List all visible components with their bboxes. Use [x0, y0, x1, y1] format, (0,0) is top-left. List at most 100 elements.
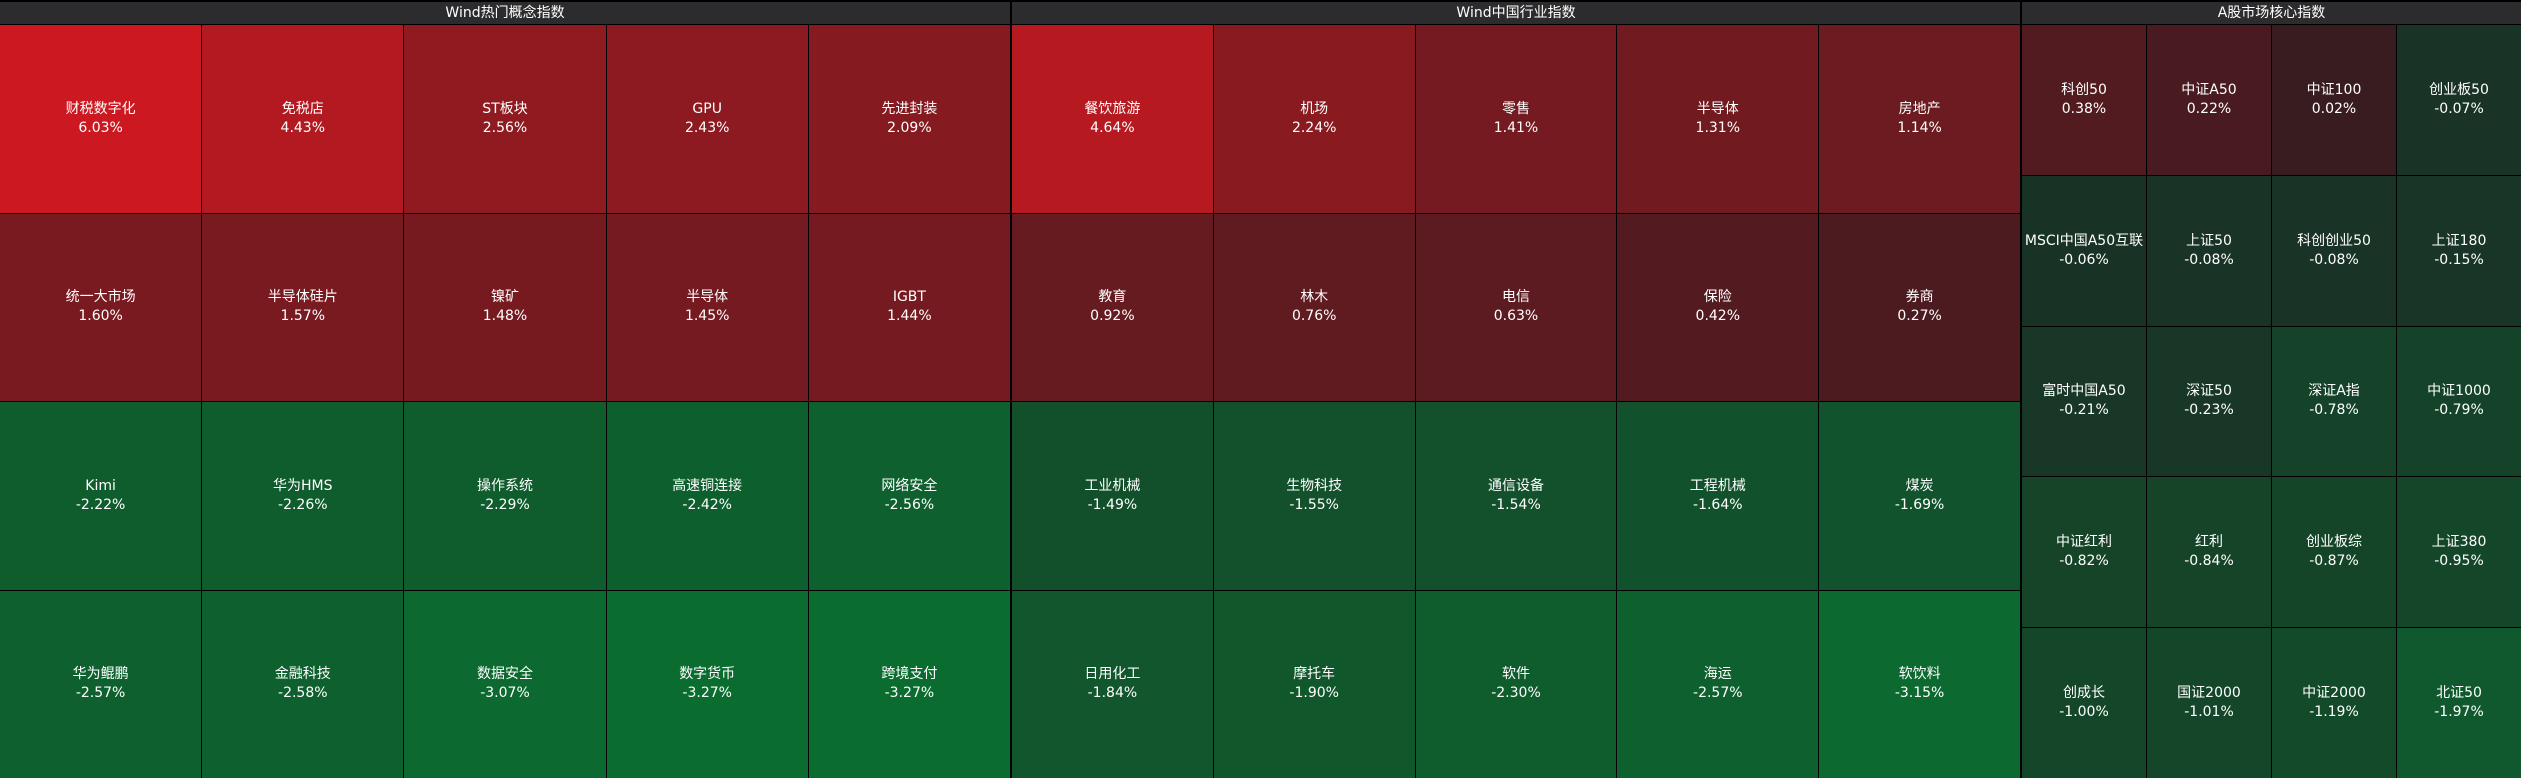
- heat-cell[interactable]: ST板块 2.56%: [404, 25, 606, 213]
- heat-cell[interactable]: Kimi -2.22%: [0, 402, 202, 590]
- cell-name: 煤炭: [1905, 477, 1934, 494]
- cell-name: MSCI中国A50互联: [2024, 232, 2144, 249]
- cell-change: -0.06%: [2059, 251, 2109, 268]
- heat-cell[interactable]: 生物科技 -1.55%: [1213, 402, 1415, 590]
- cell-change: -0.79%: [2434, 402, 2484, 419]
- heat-cell[interactable]: 操作系统 -2.29%: [404, 402, 606, 590]
- cell-name: 华为鲲鹏: [72, 666, 129, 683]
- heat-cell[interactable]: 镍矿 1.48%: [404, 213, 606, 401]
- heat-cell[interactable]: 统一大市场 1.60%: [0, 213, 202, 401]
- cell-change: -1.54%: [1491, 496, 1541, 513]
- cell-change: -1.01%: [2184, 704, 2234, 721]
- heat-cell[interactable]: 零售 1.41%: [1415, 25, 1617, 213]
- heat-cell[interactable]: 深证A指 -0.78%: [2272, 326, 2396, 477]
- cell-name: 先进封装: [881, 100, 938, 117]
- cell-change: 2.24%: [1291, 119, 1337, 136]
- heat-cell[interactable]: 海运 -2.57%: [1617, 590, 1819, 778]
- heat-cell[interactable]: 红利 -0.84%: [2147, 477, 2271, 628]
- heat-cell[interactable]: 上证380 -0.95%: [2397, 477, 2521, 628]
- heat-cell[interactable]: 房地产 1.14%: [1819, 25, 2020, 213]
- heat-cell[interactable]: 通信设备 -1.54%: [1415, 402, 1617, 590]
- cell-name: 深证50: [2186, 383, 2232, 400]
- heat-cell[interactable]: 免税店 4.43%: [202, 25, 404, 213]
- heat-cell[interactable]: 保险 0.42%: [1617, 213, 1819, 401]
- cell-name: 券商: [1905, 289, 1934, 306]
- heat-cell[interactable]: 创业板50 -0.07%: [2397, 25, 2521, 175]
- cell-name: 上证180: [2431, 232, 2487, 249]
- heat-cell[interactable]: 上证180 -0.15%: [2397, 175, 2521, 326]
- heat-cell[interactable]: 北证50 -1.97%: [2397, 628, 2521, 778]
- heat-cell[interactable]: 中证1000 -0.79%: [2397, 326, 2521, 477]
- cell-name: 跨境支付: [881, 666, 938, 683]
- heat-cell[interactable]: 国证2000 -1.01%: [2147, 628, 2271, 778]
- heat-cell[interactable]: 创成长 -1.00%: [2022, 628, 2146, 778]
- heat-cell[interactable]: 创业板综 -0.87%: [2272, 477, 2396, 628]
- cell-change: 6.03%: [78, 119, 123, 136]
- cell-name: 中证100: [2306, 81, 2362, 98]
- cell-name: IGBT: [892, 289, 926, 306]
- heat-cell[interactable]: IGBT 1.44%: [808, 213, 1010, 401]
- heat-cell[interactable]: 金融科技 -2.58%: [202, 590, 404, 778]
- cell-change: -3.07%: [480, 685, 530, 702]
- cell-name: 林木: [1300, 289, 1329, 306]
- heat-cell[interactable]: 数据安全 -3.07%: [404, 590, 606, 778]
- heat-cell[interactable]: 科创50 0.38%: [2022, 25, 2146, 175]
- heat-cell[interactable]: 半导体 1.31%: [1617, 25, 1819, 213]
- cell-name: Kimi: [85, 477, 116, 494]
- heat-cell[interactable]: 中证红利 -0.82%: [2022, 477, 2146, 628]
- heat-cell[interactable]: 日用化工 -1.84%: [1012, 590, 1213, 778]
- heat-cell[interactable]: 机场 2.24%: [1213, 25, 1415, 213]
- heat-cell[interactable]: 教育 0.92%: [1012, 213, 1213, 401]
- heat-cell[interactable]: 中证100 0.02%: [2272, 25, 2396, 175]
- cell-change: -0.08%: [2184, 251, 2234, 268]
- cell-name: 中证A50: [2181, 81, 2237, 98]
- heat-cell[interactable]: 电信 0.63%: [1415, 213, 1617, 401]
- heat-cell[interactable]: 数字货币 -3.27%: [606, 590, 808, 778]
- heat-cell[interactable]: 工程机械 -1.64%: [1617, 402, 1819, 590]
- cell-name: 金融科技: [274, 666, 331, 683]
- cell-name: 富时中国A50: [2042, 383, 2126, 400]
- heat-cell[interactable]: 科创创业50 -0.08%: [2272, 175, 2396, 326]
- heat-cell[interactable]: 摩托车 -1.90%: [1213, 590, 1415, 778]
- cell-name: 工程机械: [1689, 477, 1746, 494]
- heat-cell[interactable]: 中证2000 -1.19%: [2272, 628, 2396, 778]
- heat-cell[interactable]: 软饮料 -3.15%: [1819, 590, 2020, 778]
- panel: A股市场核心指数 科创50 0.38% 中证A50 0.22% 中证100 0.02% 创业板…: [2022, 2, 2521, 778]
- cell-change: -3.15%: [1894, 685, 1945, 702]
- cell-name: 统一大市场: [65, 289, 136, 306]
- heat-cell[interactable]: 高速铜连接 -2.42%: [606, 402, 808, 590]
- heat-cell[interactable]: 网络安全 -2.56%: [808, 402, 1010, 590]
- cell-change: -0.84%: [2184, 553, 2234, 570]
- heat-cell[interactable]: 上证50 -0.08%: [2147, 175, 2271, 326]
- heat-cell[interactable]: 券商 0.27%: [1819, 213, 2020, 401]
- cell-name: 科创50: [2061, 81, 2107, 98]
- heat-cell[interactable]: 财税数字化 6.03%: [0, 25, 202, 213]
- cell-change: 0.42%: [1695, 308, 1741, 325]
- heat-cell[interactable]: 华为HMS -2.26%: [202, 402, 404, 590]
- cell-name: 免税店: [281, 100, 324, 117]
- cell-name: 数据安全: [476, 666, 533, 683]
- cell-name: 数字货币: [679, 666, 736, 683]
- heat-cell[interactable]: 深证50 -0.23%: [2147, 326, 2271, 477]
- cell-change: -2.29%: [480, 496, 530, 513]
- cell-name: 海运: [1703, 666, 1732, 683]
- cell-change: -0.15%: [2434, 251, 2484, 268]
- heat-cell[interactable]: 跨境支付 -3.27%: [808, 590, 1010, 778]
- heat-cell[interactable]: 工业机械 -1.49%: [1012, 402, 1213, 590]
- heat-cell[interactable]: 林木 0.76%: [1213, 213, 1415, 401]
- heat-cell[interactable]: 半导体 1.45%: [606, 213, 808, 401]
- heat-cell[interactable]: 煤炭 -1.69%: [1819, 402, 2020, 590]
- cell-change: -2.57%: [1693, 685, 1743, 702]
- heat-cell[interactable]: 餐饮旅游 4.64%: [1012, 25, 1213, 213]
- heat-cell[interactable]: MSCI中国A50互联 -0.06%: [2022, 175, 2146, 326]
- heat-cell[interactable]: 富时中国A50 -0.21%: [2022, 326, 2146, 477]
- heat-cell[interactable]: GPU 2.43%: [606, 25, 808, 213]
- cell-change: 0.27%: [1897, 308, 1942, 325]
- heat-cell[interactable]: 半导体硅片 1.57%: [202, 213, 404, 401]
- heat-cell[interactable]: 软件 -2.30%: [1415, 590, 1617, 778]
- heat-cell[interactable]: 先进封装 2.09%: [808, 25, 1010, 213]
- heat-cell[interactable]: 中证A50 0.22%: [2147, 25, 2271, 175]
- heat-cell[interactable]: 华为鲲鹏 -2.57%: [0, 590, 202, 778]
- cell-change: 0.02%: [2311, 100, 2357, 117]
- cell-name: 镍矿: [490, 289, 519, 306]
